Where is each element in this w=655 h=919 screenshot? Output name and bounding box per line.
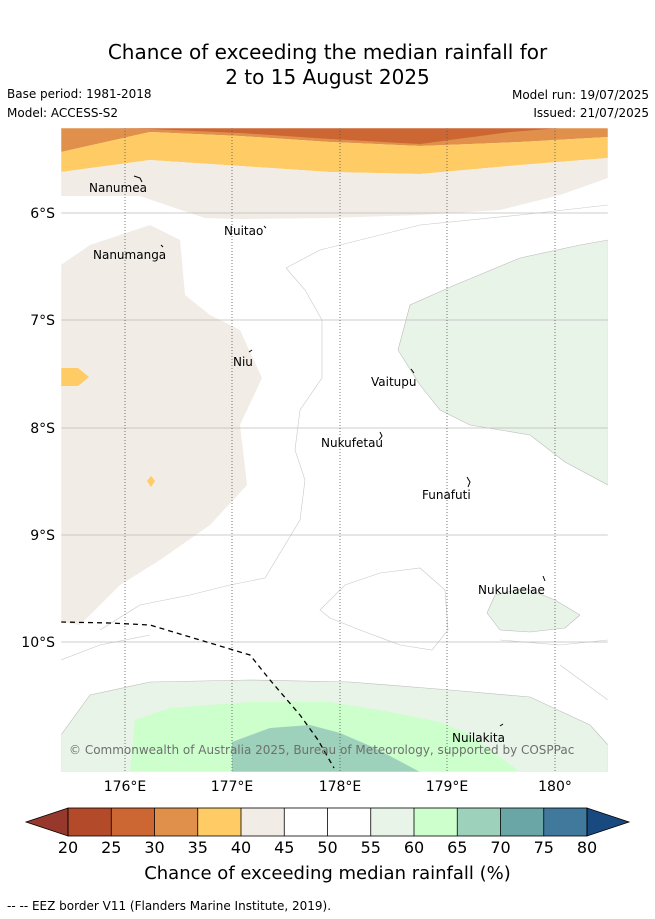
colorbar-tick-label: 70 (490, 838, 510, 857)
colorbar-tick-label: 25 (101, 838, 121, 857)
colorbar-tick-label: 55 (361, 838, 381, 857)
eez-legend-text: -- EEZ border V11 (Flanders Marine Insti… (19, 899, 332, 913)
model-run: Model run: 19/07/2025 (511, 88, 649, 102)
place-label: Nuilakita (452, 731, 505, 745)
issued-date: Issued: 21/07/2025 (533, 106, 649, 120)
base-period: Base period: 1981-2018 (7, 87, 152, 101)
colorbar-tick-label: 60 (404, 838, 424, 857)
colorbar-tick-label: 65 (447, 838, 467, 857)
colorbar-segment (154, 808, 198, 836)
lon-label: 179°E (426, 779, 469, 795)
model-name: Model: ACCESS-S2 (7, 106, 119, 120)
place-label: Vaitupu (371, 375, 417, 389)
colorbar-segment (500, 808, 544, 836)
colorbar-tick-label: 45 (274, 838, 294, 857)
colorbar-label: Chance of exceeding median rainfall (%) (144, 863, 511, 884)
title-line-1: Chance of exceeding the median rainfall … (107, 40, 548, 64)
contour-25-30 (100, 128, 560, 144)
place-label: Nanumea (89, 181, 147, 195)
contour-40-45-top (61, 158, 608, 219)
colorbar-tick-label: 80 (577, 838, 597, 857)
lon-label: 178°E (319, 779, 362, 795)
lon-label: 180° (538, 779, 572, 795)
lat-label: 10°S (21, 635, 55, 651)
colorbar: 20 25 30 35 40 45 50 55 60 65 70 75 80 (24, 807, 631, 857)
contour-35-40-blob (61, 368, 89, 386)
copyright-notice: © Commonwealth of Australia 2025, Bureau… (69, 743, 574, 757)
colorbar-segment (241, 808, 285, 836)
eez-border (61, 621, 335, 769)
colorbar-segment (414, 808, 458, 836)
eez-legend-line: -- (7, 899, 16, 913)
place-label: Nuitao (224, 224, 263, 238)
colorbar-segment (111, 808, 155, 836)
contour-65-70 (232, 725, 420, 772)
colorbar-tick-label: 50 (317, 838, 337, 857)
colorbar-tick-label: 75 (534, 838, 554, 857)
colorbar-segment (284, 808, 328, 836)
contour-35-40-dot (147, 476, 155, 487)
map-frame (61, 128, 608, 772)
colorbar-segment (543, 808, 587, 836)
lat-label: 7°S (30, 313, 55, 329)
colorbar-segment (327, 808, 371, 836)
lat-label: 6°S (30, 206, 55, 222)
contour-55-60-east (397, 239, 608, 486)
colorbar-segment (68, 808, 112, 836)
lat-label: 9°S (30, 528, 55, 544)
island-nanumea (133, 175, 143, 183)
colorbar-extend-high (586, 807, 631, 837)
lon-label: 176°E (104, 779, 147, 795)
place-label: Niu (233, 355, 253, 369)
place-label: Funafuti (422, 488, 471, 502)
lon-label: 177°E (211, 779, 254, 795)
contour-40-45-west (61, 225, 262, 625)
place-label: Nanumanga (93, 248, 166, 262)
colorbar-tick-label: 20 (58, 838, 78, 857)
colorbar-extend-low (24, 807, 69, 837)
eez-legend: -- -- EEZ border V11 (Flanders Marine In… (7, 899, 331, 913)
place-label: Nukulaelae (478, 583, 545, 597)
colorbar-tick-label: 30 (144, 838, 164, 857)
colorbar-tick-label: 35 (188, 838, 208, 857)
contour-55-60-blob (486, 587, 581, 633)
colorbar-segment (370, 808, 414, 836)
colorbar-segment (197, 808, 241, 836)
map-title: Chance of exceeding the median rainfall … (0, 40, 655, 90)
colorbar-tick-label: 40 (231, 838, 251, 857)
colorbar-segment (457, 808, 501, 836)
title-line-2: 2 to 15 August 2025 (225, 65, 430, 89)
place-label: Nukufetau (321, 436, 383, 450)
contour-35-40 (61, 132, 608, 174)
lat-label: 8°S (30, 421, 55, 437)
